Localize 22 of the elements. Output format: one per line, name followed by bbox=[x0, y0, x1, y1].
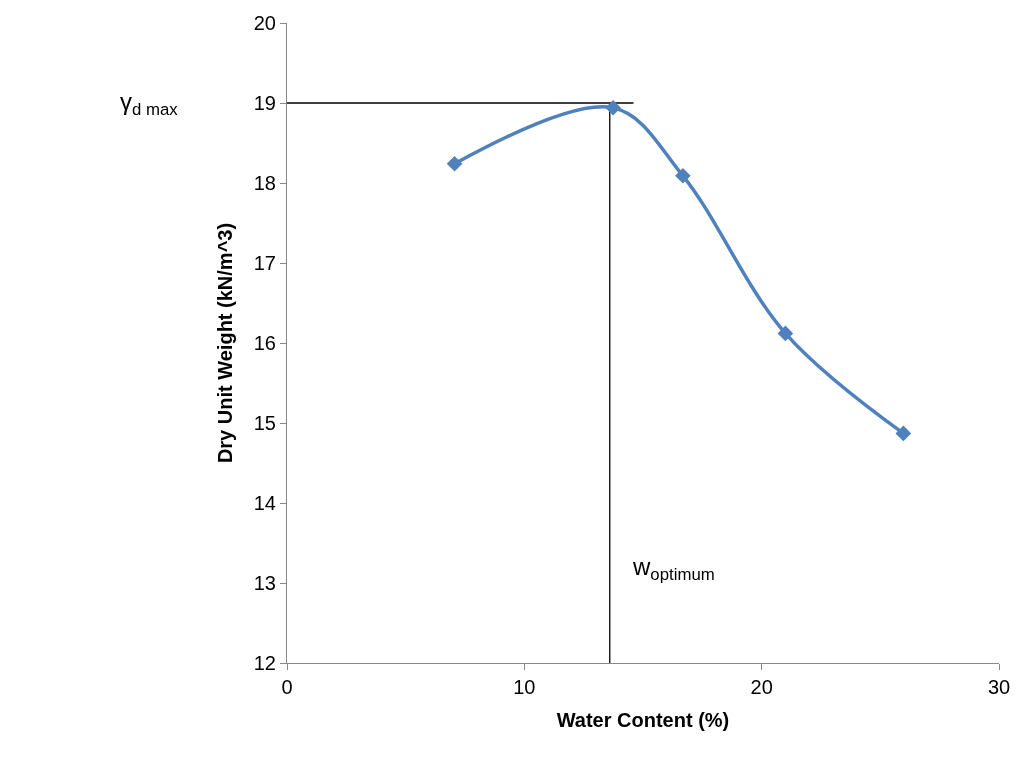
point bbox=[605, 100, 621, 116]
y-tick-label: 12 bbox=[253, 652, 276, 674]
y-axis-title: Dry Unit Weight (kN/m^3) bbox=[214, 222, 237, 464]
point bbox=[777, 325, 794, 342]
ref-line-label: γ$_{d max}$ bbox=[120, 88, 179, 120]
x-tick-label: 20 bbox=[750, 676, 773, 698]
y-tick-label: 15 bbox=[253, 412, 276, 434]
y-tick-label: 13 bbox=[253, 572, 276, 594]
point bbox=[446, 156, 463, 172]
x-tick-label: 10 bbox=[513, 676, 536, 698]
x-tick-label: 0 bbox=[281, 676, 293, 698]
y-tick-label: 18 bbox=[253, 172, 276, 194]
point bbox=[675, 168, 691, 184]
x-tick-label: 30 bbox=[987, 676, 1011, 698]
point bbox=[895, 425, 912, 442]
ref-line-label: w$_{optimum}$ bbox=[632, 553, 715, 585]
y-tick-label: 19 bbox=[253, 92, 276, 114]
y-tick-label: 14 bbox=[253, 492, 276, 514]
y-tick-label: 17 bbox=[253, 252, 276, 274]
x-axis-title: Water Content (%) bbox=[556, 708, 730, 731]
y-tick-label: 20 bbox=[253, 12, 276, 34]
y-tick-label: 16 bbox=[253, 332, 276, 354]
